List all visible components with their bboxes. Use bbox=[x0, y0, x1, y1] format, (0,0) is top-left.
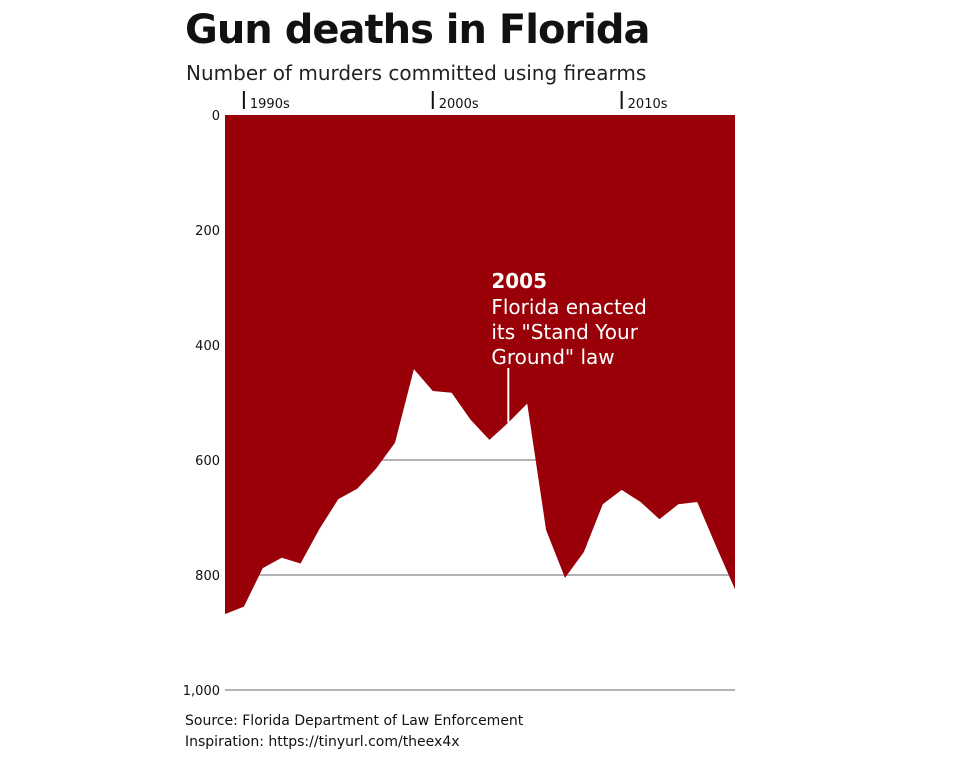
area-layer bbox=[224, 115, 736, 615]
y-tick-label: 600 bbox=[195, 454, 220, 469]
inspiration-line: Inspiration: https://tinyurl.com/theex4x bbox=[185, 734, 460, 750]
decade-label: 2010s bbox=[628, 97, 668, 112]
source-note: Source: Florida Department of Law Enforc… bbox=[185, 711, 523, 753]
chart-subtitle: Number of murders committed using firear… bbox=[186, 61, 647, 85]
y-tick-label: 1,000 bbox=[183, 684, 220, 699]
y-tick-label: 0 bbox=[212, 109, 220, 124]
annotation-line: Florida enacted bbox=[491, 295, 646, 319]
annotation-heading: 2005 bbox=[491, 269, 547, 293]
source-line: Source: Florida Department of Law Enforc… bbox=[185, 713, 524, 729]
decade-axis: 1990s 2000s 2010s bbox=[242, 91, 668, 112]
decade-label: 2000s bbox=[439, 97, 479, 112]
y-tick-label: 400 bbox=[195, 339, 220, 354]
murders-area bbox=[225, 115, 735, 615]
decade-label: 1990s bbox=[250, 97, 290, 112]
annotation-line: Ground" law bbox=[491, 345, 614, 369]
y-axis: 0 200 400 600 800 1,000 bbox=[183, 109, 220, 699]
y-tick-label: 200 bbox=[195, 224, 220, 239]
y-tick-label: 800 bbox=[195, 569, 220, 584]
chart-title: Gun deaths in Florida bbox=[185, 7, 650, 53]
annotation-line: its "Stand Your bbox=[491, 320, 638, 344]
